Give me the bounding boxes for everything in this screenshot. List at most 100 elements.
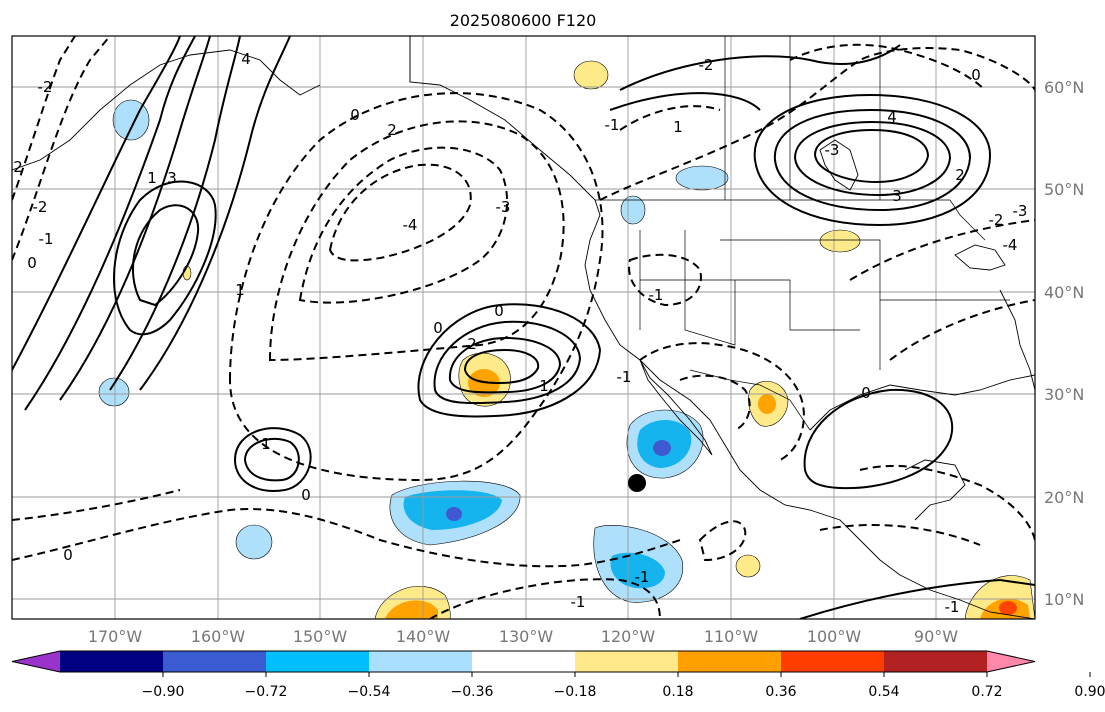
coastline-gulf-mexico xyxy=(809,374,1035,431)
anomaly-negative-small-3 xyxy=(235,524,273,560)
contour-label: -1 xyxy=(635,568,650,586)
contour-north-dashed-3 xyxy=(619,105,721,131)
contour-label: 3 xyxy=(892,187,902,205)
border-us-mexico xyxy=(689,369,811,431)
colorbar-tick-label: 0.72 xyxy=(971,684,1002,700)
contour-north-closed-4 xyxy=(813,128,930,184)
lat-label: 50°N xyxy=(1044,180,1084,199)
coastlines xyxy=(12,36,1035,619)
contour-label: 4 xyxy=(241,50,251,68)
anomaly-negative-pacific-peak xyxy=(446,507,462,521)
colorbar-segment xyxy=(781,651,885,672)
contour-ridge-west-4 xyxy=(109,36,241,391)
contour-east-dashed-3 xyxy=(889,299,1035,361)
lon-label: 90°W xyxy=(914,627,958,646)
contour-south-dashed-3 xyxy=(12,489,181,521)
contour-label: -2 xyxy=(33,198,48,216)
anomaly-shading xyxy=(98,60,1035,619)
border-state-3 xyxy=(735,279,860,331)
contour-label: -4 xyxy=(403,216,418,234)
contour-label: 1 xyxy=(261,435,271,453)
colorbar-tick-label: 0.36 xyxy=(765,684,796,700)
anomaly-positive-southwest-core xyxy=(385,600,438,619)
gridlines xyxy=(12,36,1035,619)
contour-label: -3 xyxy=(1013,202,1028,220)
contour-closed-1a xyxy=(233,427,312,492)
colorbar-extend-max xyxy=(987,651,1035,672)
anomaly-positive-small-3 xyxy=(735,554,761,578)
contour-label: -3 xyxy=(825,141,840,159)
anomaly-negative-south-core xyxy=(610,552,665,589)
contour-east-closed xyxy=(803,388,954,490)
contour-north-dashed-1 xyxy=(599,47,1035,201)
colorbar-segment xyxy=(678,651,782,672)
colorbar-tick-label: −0.54 xyxy=(348,684,391,700)
contour-trough-4 xyxy=(328,163,472,262)
contour-north-closed-2 xyxy=(773,108,972,212)
contour-label: 3 xyxy=(167,169,177,187)
contour-label: -1 xyxy=(945,598,960,616)
contour-low-closed-3 xyxy=(448,336,562,394)
contour-north-dashed-2 xyxy=(789,43,986,91)
contour-west-dashed-2 xyxy=(12,36,76,201)
map-area: 4 2 3 1 0 -1 -2 -3 -4 0 1 -1 2 3 4 0 1 -… xyxy=(12,36,1035,619)
contour-ridge-west-5 xyxy=(139,36,291,391)
contour-label: 0 xyxy=(350,106,360,124)
colorbar-tick-label: −0.72 xyxy=(245,684,288,700)
contour-label: -1 xyxy=(571,593,586,611)
contours-positive xyxy=(12,36,1035,619)
lon-label: 140°W xyxy=(396,627,451,646)
latitude-labels: 60°N 50°N 40°N 30°N 20°N 10°N xyxy=(1044,78,1084,609)
lon-label: 130°W xyxy=(499,627,554,646)
colorbar-extend-min xyxy=(12,651,60,672)
contour-ridge-west-2 xyxy=(24,36,196,411)
contour-low-closed-4 xyxy=(463,348,540,385)
coastline-yucatan xyxy=(904,459,966,521)
colorbar-outline xyxy=(11,650,1036,673)
contour-closed-1b xyxy=(243,437,300,482)
contour-east-dashed-4 xyxy=(849,219,1035,281)
map-title: 2025080600 F120 xyxy=(450,11,597,30)
contour-ridge-west-outer xyxy=(12,36,181,371)
colorbar-segment xyxy=(163,651,267,672)
contour-label: -2 xyxy=(699,56,714,74)
border-state-4 xyxy=(790,239,940,301)
lat-label: 60°N xyxy=(1044,78,1084,97)
coastline-great-lakes xyxy=(954,244,1006,271)
colorbar-segment xyxy=(575,651,679,672)
contour-label: -1 xyxy=(39,230,54,248)
lat-label: 40°N xyxy=(1044,283,1084,302)
lon-label: 100°W xyxy=(807,627,862,646)
contour-label: -2 xyxy=(38,78,53,96)
contour-west-closed-4 xyxy=(132,204,200,307)
lon-label: 110°W xyxy=(704,627,759,646)
contour-north-closed-1 xyxy=(753,93,992,227)
colorbar-segment xyxy=(472,651,576,672)
contour-label: 1 xyxy=(539,377,549,395)
contour-label: 2 xyxy=(387,121,397,139)
contour-west-closed-3 xyxy=(113,180,217,336)
lon-label: 120°W xyxy=(601,627,656,646)
contour-label: -2 xyxy=(989,211,1004,229)
contour-label: 4 xyxy=(887,108,897,126)
contour-label: 0 xyxy=(971,66,981,84)
coastline-baja xyxy=(639,359,713,456)
contour-low-closed-1 xyxy=(417,303,602,418)
coastline-hudson xyxy=(819,139,859,191)
anomaly-negative-gulf-peak xyxy=(653,440,671,456)
lon-label: 170°W xyxy=(88,627,143,646)
colorbar-tick-label: −0.90 xyxy=(142,684,185,700)
contour-label: -1 xyxy=(617,368,632,386)
contour-label: -4 xyxy=(1003,236,1018,254)
contour-trough-2 xyxy=(268,120,565,362)
anomaly-positive-mexico-core xyxy=(758,394,776,414)
contour-label: 1 xyxy=(235,281,245,299)
contour-west-dashed-3 xyxy=(698,520,747,562)
colorbar-segment xyxy=(60,651,164,672)
contour-low-closed-2 xyxy=(433,320,582,405)
anomaly-positive-southeast-peak xyxy=(999,601,1017,615)
anomaly-negative-small-1 xyxy=(112,99,150,141)
lon-label: 150°W xyxy=(293,627,348,646)
contour-north-ridge-2 xyxy=(609,92,761,111)
